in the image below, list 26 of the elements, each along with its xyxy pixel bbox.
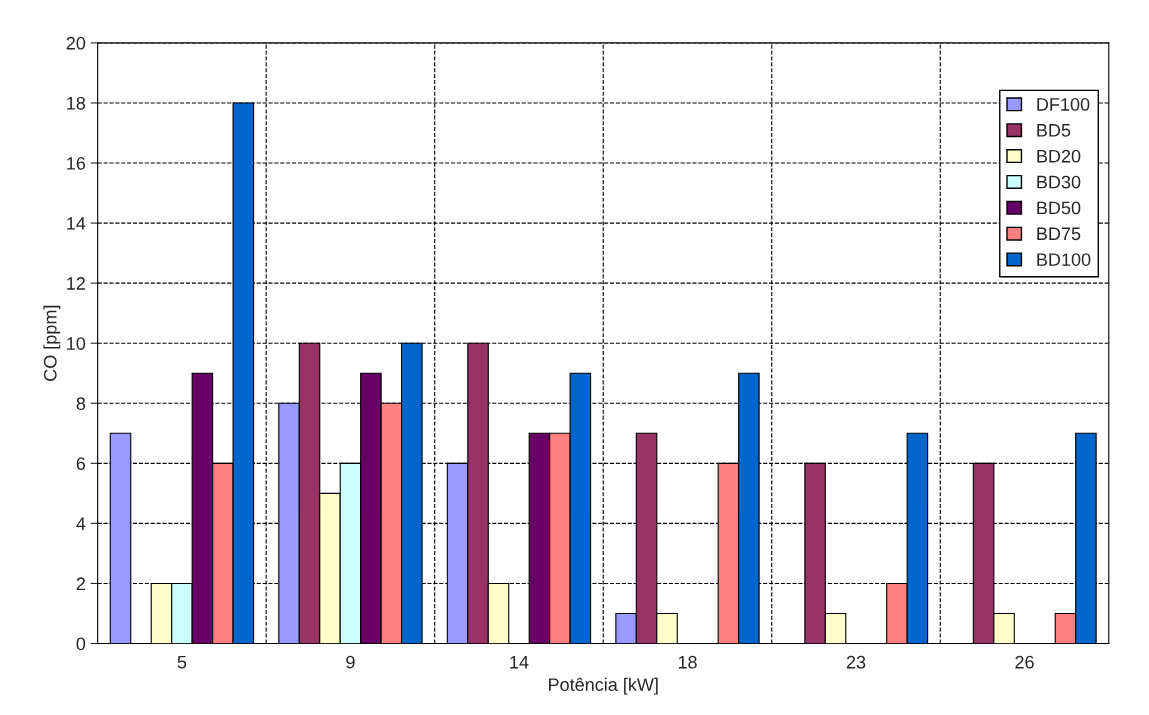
legend-label: BD50 (1037, 201, 1081, 215)
legend-label: DF100 (1037, 98, 1090, 111)
x-tick-label: 5 (177, 655, 187, 669)
y-tick-label: 20 (66, 36, 86, 50)
legend-label: BD5 (1037, 124, 1071, 137)
x-tick-label: 26 (1015, 655, 1034, 669)
y-tick-label: 12 (67, 277, 85, 290)
y-tick-label: 8 (76, 397, 86, 410)
y-tick-label: 4 (76, 517, 86, 530)
y-tick-label: 10 (67, 337, 86, 350)
x-tick-label: 9 (346, 655, 355, 669)
legend-label: BD100 (1037, 253, 1091, 266)
x-tick-label: 18 (678, 655, 697, 669)
y-tick-label: 0 (76, 637, 86, 651)
y-tick-label: 18 (67, 96, 86, 110)
y-tick-label: 14 (67, 217, 86, 230)
x-tick-label: 23 (846, 655, 866, 669)
y-tick-label: 16 (67, 156, 86, 170)
y-tick-label: 2 (76, 577, 85, 590)
y-tick-label: 6 (76, 457, 86, 471)
legend-label: BD30 (1037, 175, 1081, 189)
legend-label: BD20 (1037, 149, 1081, 163)
x-tick-label: 14 (510, 655, 529, 669)
y-axis-title: CO [ppm] (43, 305, 61, 381)
x-axis-title: Potência [kW] (549, 677, 658, 695)
legend-label: BD75 (1037, 227, 1081, 241)
